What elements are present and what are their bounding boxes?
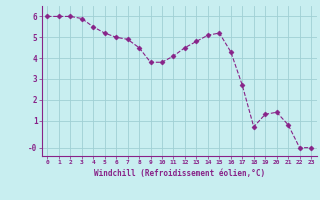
X-axis label: Windchill (Refroidissement éolien,°C): Windchill (Refroidissement éolien,°C) bbox=[94, 169, 265, 178]
